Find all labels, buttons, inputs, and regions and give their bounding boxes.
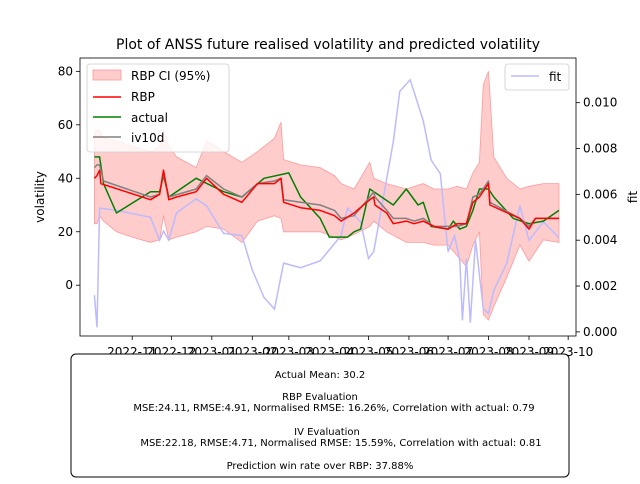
plot-frame [79,57,577,337]
evaluation-summary-box: Actual Mean: 30.2 RBP Evaluation MSE:24.… [70,353,570,478]
y2-tick-label: 0.002 [583,279,617,293]
y-tick-label: 20 [58,225,73,239]
summary-box-frame [70,353,570,478]
y-axis-label: volatility [33,171,47,223]
chart-title: Plot of ANSS future realised volatility … [116,37,540,53]
series-lines-layer [93,156,560,238]
y2-tick-label: 0.000 [583,325,617,339]
y-tick-label: 40 [58,171,73,185]
plot-area [79,57,577,337]
y2-tick-label: 0.008 [583,142,617,156]
actual-mean-text: Actual Mean: 30.2 [275,370,366,381]
iv-evaluation-metrics: MSE:22.18, RMSE:4.71, Normalised RMSE: 1… [140,438,541,449]
y2-axis-label: fit [626,191,640,204]
legend-right: fit [504,63,570,91]
legend-label-ci: RBP CI (95%) [131,69,210,83]
legend-label-fit: fit [549,70,562,84]
legend-right-frame [504,63,570,91]
y-tick-label: 0 [65,278,73,292]
prediction-win-rate: Prediction win rate over RBP: 37.88% [227,461,414,472]
iv-evaluation-heading: IV Evaluation [294,427,360,438]
rbp-evaluation-metrics: MSE:24.11, RMSE:4.91, Normalised RMSE: 1… [133,403,534,414]
y-tick-label: 80 [58,64,73,78]
legend-label-iv10d: iv10d [131,131,164,145]
series-line-fit [93,78,560,328]
y-tick-label: 60 [58,118,73,132]
rbp-evaluation-heading: RBP Evaluation [282,392,358,403]
legend-swatch-ci [92,69,122,81]
legend-left: RBP CI (95%) RBP actual iv10d [86,63,230,153]
legend-label-actual: actual [131,111,168,125]
y2-tick-label: 0.010 [583,96,617,110]
legend-label-rbp: RBP [131,90,155,104]
legend-left-frame [86,63,230,153]
y-axis-left: 0 20 40 60 80 [58,64,80,292]
fit-line-layer [93,78,560,328]
series-line-rbp [93,169,559,230]
y2-tick-label: 0.006 [583,187,617,201]
y-axis-right: 0.000 0.002 0.004 0.006 0.008 0.010 [576,96,617,339]
y2-tick-label: 0.004 [583,233,617,247]
